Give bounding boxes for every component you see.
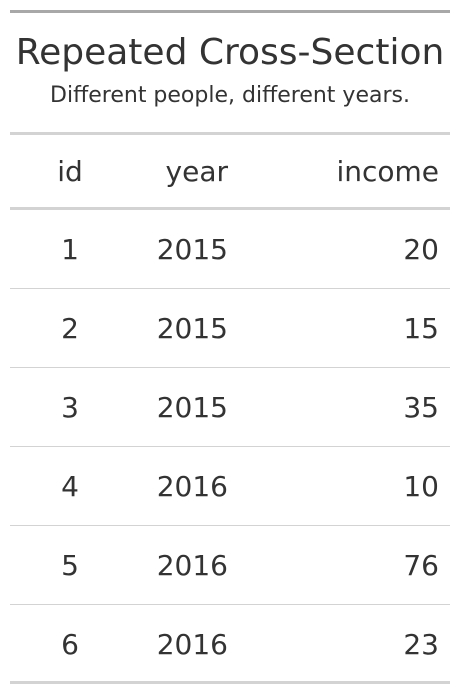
cell-income: 15 (403, 311, 439, 345)
cell-year: 2016 (156, 548, 228, 582)
column-header-row: id year income (10, 135, 450, 210)
cell-id: 2 (61, 311, 79, 345)
cell-id: 5 (61, 548, 79, 582)
column-header-id: id (57, 154, 83, 188)
cell-income: 20 (403, 232, 439, 266)
cell-year: 2016 (156, 469, 228, 503)
cell-id: 6 (61, 628, 79, 661)
table-row: 4 2016 10 (10, 447, 450, 526)
table-row: 5 2016 76 (10, 526, 450, 605)
table-subtitle: Different people, different years. (50, 83, 410, 108)
cell-id: 1 (61, 232, 79, 266)
table-row: 1 2015 20 (10, 210, 450, 289)
cell-year: 2016 (156, 628, 228, 661)
table-heading: Repeated Cross-Section Different people,… (10, 13, 450, 135)
cell-year: 2015 (156, 390, 228, 424)
column-header-year: year (165, 154, 228, 188)
data-table: Repeated Cross-Section Different people,… (10, 10, 450, 684)
table-row: 3 2015 35 (10, 368, 450, 447)
table-row: 2 2015 15 (10, 289, 450, 368)
cell-income: 76 (403, 548, 439, 582)
table-row: 6 2016 23 (10, 605, 450, 684)
cell-income: 35 (403, 390, 439, 424)
cell-income: 10 (403, 469, 439, 503)
table-body: 1 2015 20 2 2015 15 3 2015 35 4 2016 10 … (10, 210, 450, 684)
column-header-income: income (336, 154, 439, 188)
cell-id: 3 (61, 390, 79, 424)
cell-income: 23 (403, 628, 439, 661)
cell-year: 2015 (156, 311, 228, 345)
cell-id: 4 (61, 469, 79, 503)
table-title: Repeated Cross-Section (15, 32, 445, 73)
cell-year: 2015 (156, 232, 228, 266)
